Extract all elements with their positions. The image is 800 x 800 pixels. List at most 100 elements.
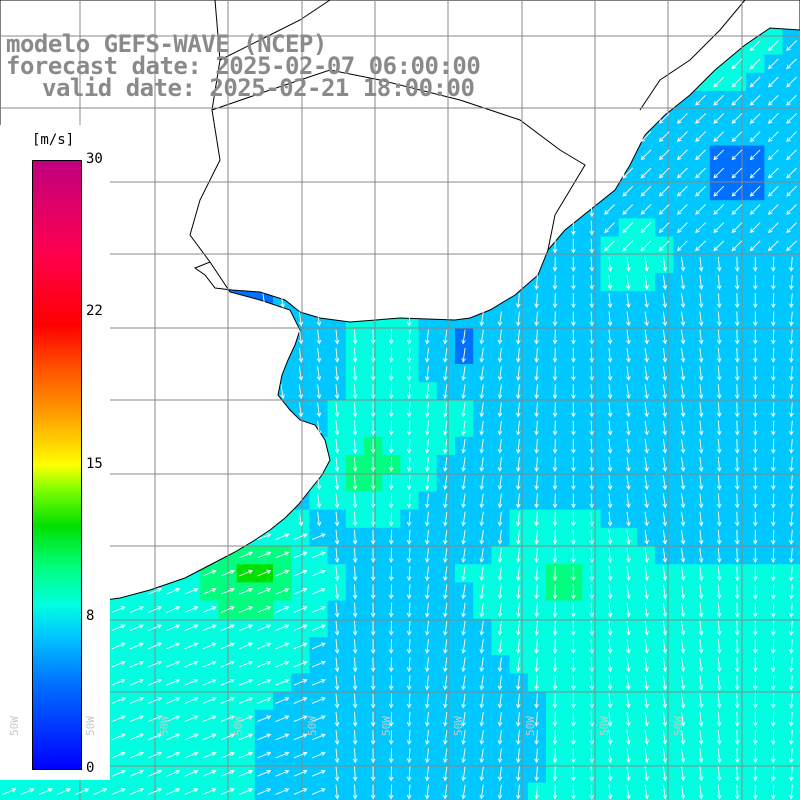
wind-arrow xyxy=(334,566,340,582)
wind-arrow xyxy=(166,697,181,704)
wind-arrow xyxy=(789,384,794,400)
wind-arrow xyxy=(640,149,652,161)
wind-arrow xyxy=(461,420,466,436)
wind-arrow xyxy=(789,639,794,655)
wind-arrow xyxy=(20,788,35,795)
wind-arrow xyxy=(534,402,539,418)
wind-arrow xyxy=(479,711,485,727)
wind-arrow xyxy=(571,584,576,600)
wind-arrow xyxy=(571,438,576,454)
wind-arrow xyxy=(479,366,485,381)
wind-arrow xyxy=(680,402,686,418)
wind-arrow xyxy=(497,620,503,636)
wind-arrow xyxy=(334,675,340,691)
wind-arrow xyxy=(166,624,181,632)
wind-arrow xyxy=(298,402,304,418)
wind-arrow xyxy=(698,347,704,363)
wind-arrow xyxy=(239,788,254,795)
wind-arrow xyxy=(334,657,340,673)
wind-arrow xyxy=(626,511,631,527)
wind-arrow xyxy=(695,222,706,234)
wind-arrow xyxy=(352,639,358,655)
wind-arrow xyxy=(753,293,758,309)
wind-arrow xyxy=(166,642,181,650)
wind-arrow xyxy=(406,366,412,382)
wind-arrow xyxy=(734,730,740,746)
wind-arrow xyxy=(571,311,576,327)
wind-arrow xyxy=(698,493,704,509)
wind-arrow xyxy=(461,347,466,363)
wind-arrow xyxy=(626,675,631,691)
wind-arrow xyxy=(607,693,613,709)
wind-arrow xyxy=(370,384,376,400)
wind-arrow xyxy=(770,511,776,527)
wind-arrow xyxy=(461,602,466,618)
wind-arrow xyxy=(698,256,704,272)
wind-arrow xyxy=(713,113,725,124)
wind-arrow xyxy=(239,769,254,777)
wind-arrow xyxy=(767,185,779,197)
wind-arrow xyxy=(716,475,722,491)
wind-arrow xyxy=(406,493,412,509)
wind-arrow xyxy=(749,222,761,234)
wind-arrow xyxy=(184,788,199,795)
wind-arrow xyxy=(676,204,688,215)
wind-arrow xyxy=(662,584,668,600)
wind-arrow xyxy=(571,693,576,709)
wind-arrow xyxy=(334,639,340,655)
wind-arrow xyxy=(552,511,558,527)
wind-arrow xyxy=(716,602,722,618)
wind-arrow xyxy=(644,784,649,800)
wind-arrow xyxy=(370,675,376,691)
wind-arrow xyxy=(716,384,722,400)
wind-arrow xyxy=(38,788,53,795)
wind-arrow xyxy=(789,420,794,436)
wind-arrow xyxy=(479,657,485,673)
wind-arrow xyxy=(589,238,595,254)
wind-arrow xyxy=(626,639,631,654)
wind-arrow xyxy=(680,730,686,745)
wind-arrow xyxy=(786,167,797,179)
wind-arrow xyxy=(770,657,776,673)
lon-label: 50W xyxy=(306,716,319,736)
wind-arrow xyxy=(552,584,558,600)
wind-arrow xyxy=(734,602,740,618)
wind-arrow xyxy=(716,347,722,363)
wind-arrow xyxy=(552,529,558,545)
wind-arrow xyxy=(658,149,670,161)
wind-arrow xyxy=(534,457,539,473)
wind-arrow xyxy=(298,347,304,363)
wind-arrow xyxy=(571,384,576,400)
wind-arrow xyxy=(607,329,613,345)
wind-arrow xyxy=(352,347,358,363)
wind-arrow xyxy=(388,784,394,800)
wind-arrow xyxy=(644,748,649,764)
wind-arrow xyxy=(461,548,466,563)
wind-arrow xyxy=(311,678,326,686)
wind-arrow xyxy=(626,584,631,600)
wind-arrow xyxy=(220,660,235,668)
wind-arrow xyxy=(497,347,503,363)
wind-arrow xyxy=(443,584,448,600)
wind-arrow xyxy=(129,715,144,723)
wind-arrow xyxy=(443,329,448,345)
wind-arrow xyxy=(716,730,722,746)
wind-arrow xyxy=(716,402,722,418)
wind-arrow xyxy=(534,675,539,691)
wind-arrow xyxy=(786,222,797,234)
wind-arrow xyxy=(370,784,376,800)
wind-arrow xyxy=(734,657,740,673)
wind-arrow xyxy=(698,529,704,545)
wind-arrow xyxy=(644,566,649,582)
wind-arrow xyxy=(515,730,521,746)
wind-arrow xyxy=(515,402,521,418)
wind-arrow xyxy=(770,711,776,727)
wind-arrow xyxy=(534,329,539,345)
wind-arrow xyxy=(461,566,466,582)
wind-arrow xyxy=(753,347,758,363)
wind-arrow xyxy=(604,204,615,215)
wind-arrow xyxy=(424,584,430,600)
wind-arrow xyxy=(698,693,704,709)
wind-arrow xyxy=(497,420,503,436)
wind-arrow xyxy=(257,624,272,632)
